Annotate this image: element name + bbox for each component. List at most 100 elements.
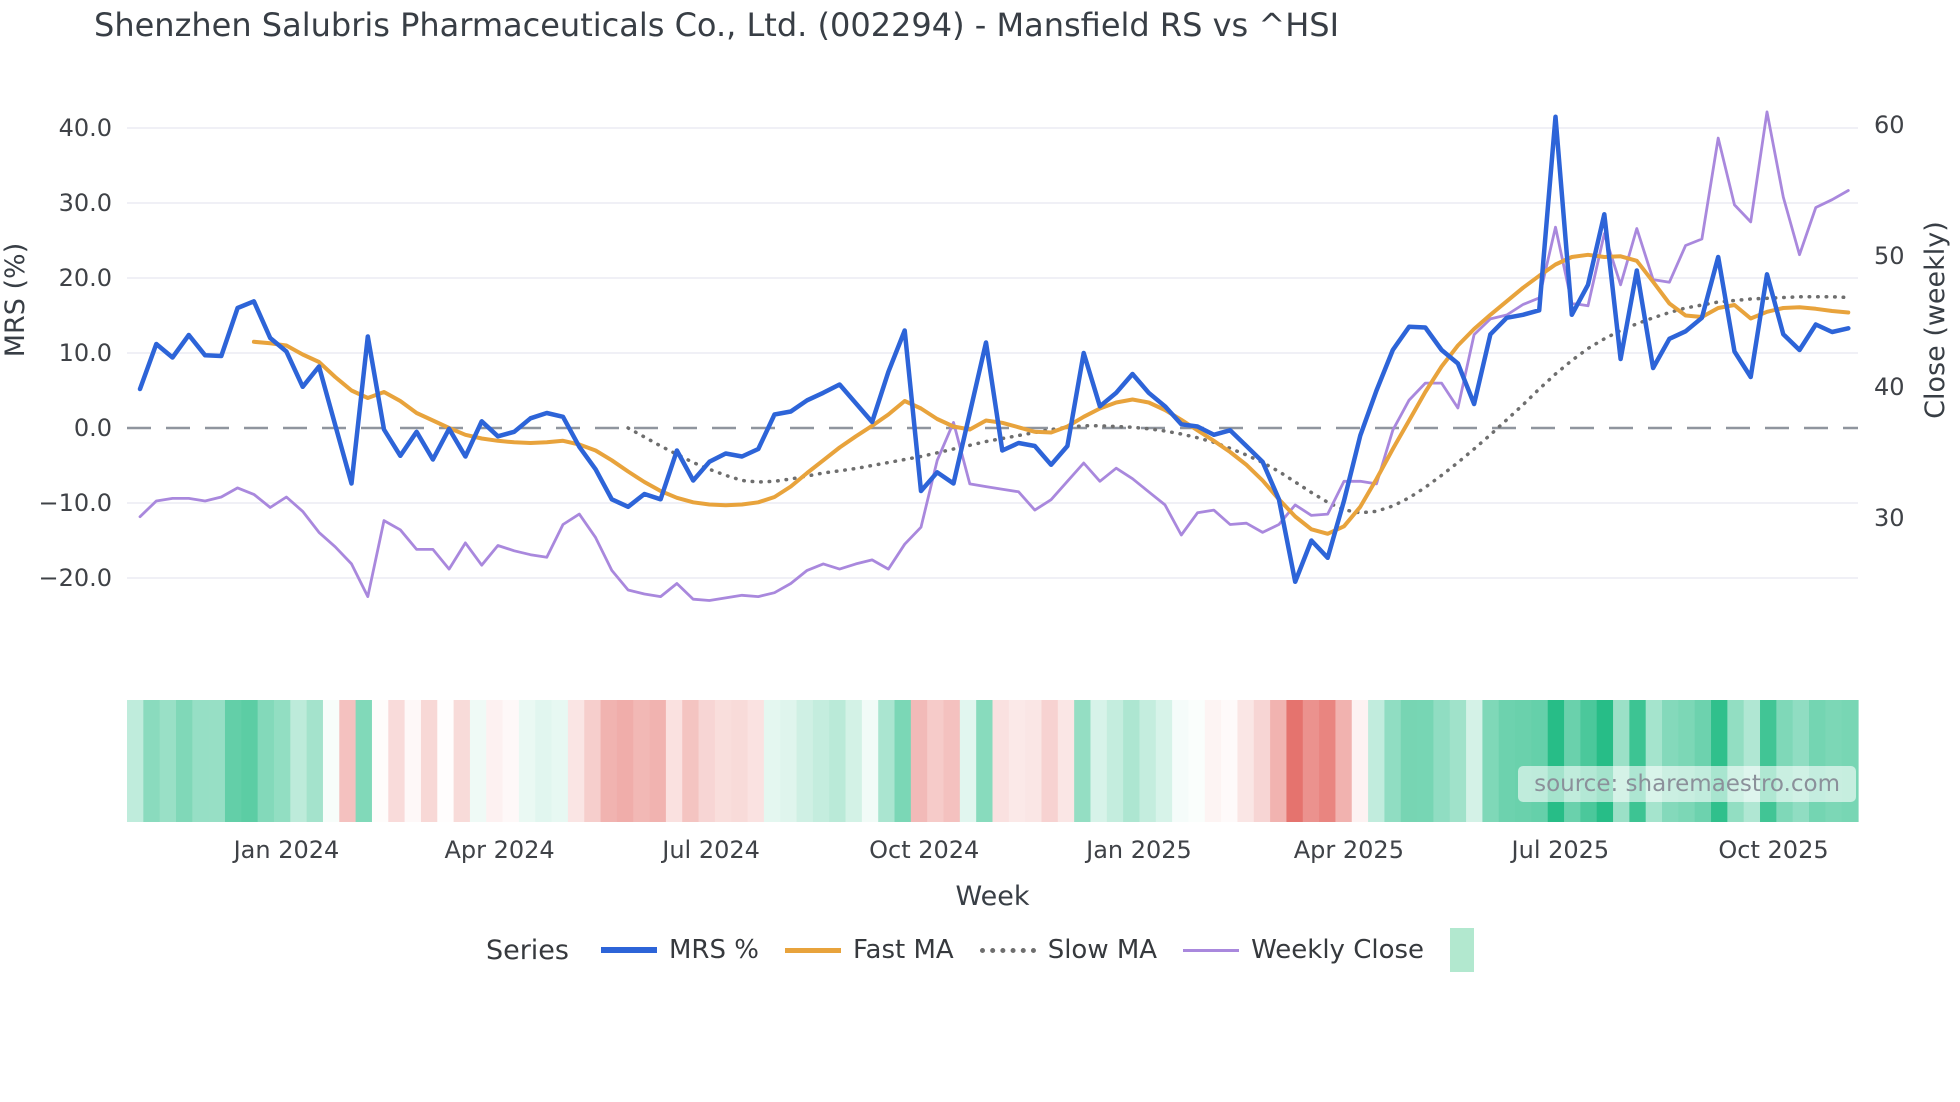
x-tick-label: Jul 2025	[1510, 836, 1610, 864]
heatmap-cell	[1547, 700, 1565, 822]
heatmap-cell	[845, 700, 863, 822]
x-tick-label: Jan 2025	[1084, 836, 1192, 864]
heatmap-cell	[567, 700, 585, 822]
heatmap-cell	[518, 700, 536, 822]
heatmap-cell	[1025, 700, 1043, 822]
legend-item-slow-ma: Slow MA	[979, 935, 1158, 965]
heatmap-cell	[1841, 700, 1859, 822]
heatmap-cell	[257, 700, 275, 822]
heatmap-cell	[1057, 700, 1075, 822]
heatmap-cell	[404, 700, 422, 822]
heatmap-cell	[1482, 700, 1500, 822]
heatmap-cell	[1449, 700, 1467, 822]
heatmap-cell	[861, 700, 879, 822]
heatmap-cell	[371, 700, 389, 822]
heatmap-cell	[1727, 700, 1745, 822]
x-tick-label: Jul 2024	[660, 836, 760, 864]
legend-item-label: Slow MA	[1047, 935, 1158, 965]
heatmap-cell	[943, 700, 961, 822]
heatmap-cell	[1531, 700, 1549, 822]
legend-item-fast-ma: Fast MA	[784, 935, 954, 965]
heatmap-cell	[714, 700, 732, 822]
heatmap-cell	[1678, 700, 1696, 822]
heatmap-cell	[208, 700, 226, 822]
heatmap-cell	[502, 700, 520, 822]
heatmap-cell	[420, 700, 438, 822]
y-axis-label-right: Close (weekly)	[1920, 221, 1951, 419]
legend-item-label: Weekly Close	[1251, 935, 1425, 965]
heatmap-cell	[1564, 700, 1581, 822]
heatmap-cell	[1694, 700, 1712, 822]
heatmap-cell	[290, 700, 308, 822]
x-tick-label: Oct 2025	[1718, 836, 1828, 864]
legend-item-weekly-close: Weekly Close	[1183, 935, 1424, 965]
heatmap-cell	[1711, 700, 1728, 822]
legend-title: Series	[485, 934, 569, 966]
heatmap-cell	[486, 700, 504, 822]
heatmap-cell	[339, 700, 357, 822]
heatmap-cell	[1204, 700, 1222, 822]
heatmap-cell	[894, 700, 912, 822]
y-right-tick-label: 60	[1874, 111, 1905, 139]
heatmap-cell	[1351, 700, 1369, 822]
heatmap-cell	[127, 700, 144, 822]
heatmap-cell	[1139, 700, 1157, 822]
heatmap-cell	[1041, 700, 1059, 822]
heatmap-cell	[1090, 700, 1108, 822]
heatmap-cell	[910, 700, 928, 822]
heatmap-cell	[1515, 700, 1532, 822]
heatmap-cell	[1760, 700, 1777, 822]
heatmap-cell	[1335, 700, 1353, 822]
series-line-fast-ma	[251, 252, 1851, 536]
heatmap-cell	[959, 700, 977, 822]
heatmap-cell	[829, 700, 847, 822]
heatmap-cell	[1580, 700, 1598, 822]
y-axis-label-left: MRS (%)	[0, 243, 31, 358]
heatmap-cell	[600, 700, 618, 822]
heatmap-cell	[1074, 700, 1092, 822]
heatmap-cell	[665, 700, 683, 822]
heatmap-cell	[1825, 700, 1843, 822]
heatmap-cell	[1188, 700, 1206, 822]
heatmap-cell	[1645, 700, 1663, 822]
y-left-tick-label: 40.0	[59, 114, 112, 142]
y-left-tick-label: 0.0	[74, 414, 112, 442]
heatmap-cell	[616, 700, 634, 822]
heatmap-cell	[241, 700, 259, 822]
heatmap-legend-swatch-icon	[1450, 928, 1475, 972]
heatmap-cell	[698, 700, 716, 822]
heatmap-cell	[143, 700, 161, 822]
y-right-tick-label: 30	[1874, 504, 1905, 532]
heatmap-cell	[1237, 700, 1255, 822]
heatmap-cell	[322, 700, 340, 822]
heatmap-cell	[1302, 700, 1320, 822]
heatmap-cell	[1319, 700, 1337, 822]
heatmap-cell	[1498, 700, 1516, 822]
heatmap-cell	[780, 700, 798, 822]
heatmap-cell	[535, 700, 553, 822]
heatmap-cell	[469, 700, 487, 822]
heatmap-cell	[1629, 700, 1647, 822]
x-tick-label: Oct 2024	[869, 836, 979, 864]
heatmap-cell	[1008, 700, 1026, 822]
series-line-mrs-	[137, 114, 1851, 585]
heatmap-cell	[682, 700, 700, 822]
heatmap-cell	[1792, 700, 1810, 822]
heatmap-cell	[1776, 700, 1794, 822]
heatmap-cell	[1286, 700, 1304, 822]
heatmap-cell	[1106, 700, 1124, 822]
heatmap-cell	[976, 700, 994, 822]
x-tick-label: Apr 2025	[1294, 836, 1404, 864]
chart-legend: Series MRS % Fast MA Slow MA Weekly Clos…	[0, 928, 1960, 972]
heatmap-cell	[731, 700, 749, 822]
heatmap-cell	[1613, 700, 1630, 822]
slow-ma-dotted-swatch-icon	[979, 947, 1036, 953]
y-left-tick-label: −10.0	[38, 489, 112, 517]
heatmap-cell	[812, 700, 830, 822]
legend-item-label: Fast MA	[852, 935, 954, 965]
heatmap-cell	[992, 700, 1010, 822]
heatmap-cell	[878, 700, 896, 822]
heatmap-cell	[1221, 700, 1239, 822]
heatmap-cell	[633, 700, 651, 822]
